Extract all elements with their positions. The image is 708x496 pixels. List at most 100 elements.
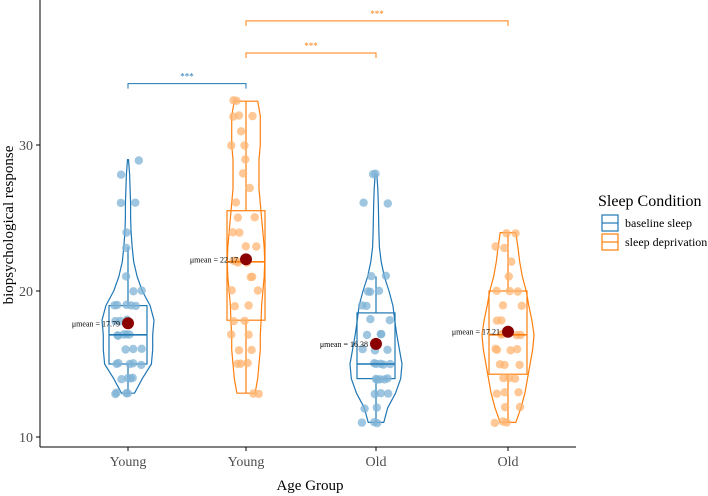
- data-point: [375, 375, 385, 384]
- data-point: [244, 301, 253, 310]
- data-point: [240, 141, 249, 150]
- data-point: [368, 170, 378, 179]
- significance-bracket: ***: [127, 72, 247, 89]
- data-point: [112, 359, 121, 369]
- legend: Sleep Condition baseline sleep sleep dep…: [598, 193, 707, 251]
- mean-label: μmean = 16.38: [320, 340, 368, 349]
- significance-label: ***: [370, 9, 384, 19]
- mean-label: μmean = 22.17: [190, 255, 238, 264]
- axes: 10 20 30 Young Young Old Old: [19, 0, 576, 470]
- data-point: [499, 373, 508, 383]
- significance-line: [127, 83, 247, 89]
- significance-label: ***: [304, 41, 318, 51]
- x-tick-label: Young: [110, 455, 147, 470]
- data-point: [227, 286, 236, 295]
- data-point: [137, 344, 146, 353]
- significance-bracket: ***: [245, 9, 509, 26]
- data-point: [122, 228, 131, 237]
- plot-area: μmean = 17.79 μmean = 22.17 μmean = 16.38 μ…: [72, 9, 535, 428]
- data-point: [372, 403, 381, 412]
- data-point: [232, 96, 241, 106]
- significance-line: [245, 52, 377, 59]
- data-point: [231, 198, 241, 207]
- data-point: [370, 389, 379, 399]
- violin-group: μmean = 16.38: [320, 169, 403, 428]
- data-point: [243, 358, 252, 368]
- legend-title: Sleep Condition: [598, 193, 702, 210]
- data-point: [111, 389, 120, 399]
- data-point: [246, 272, 255, 282]
- data-point: [500, 360, 509, 370]
- significance-line: [245, 20, 509, 26]
- data-point: [110, 301, 119, 310]
- violin-group: μmean = 22.17: [190, 96, 266, 399]
- legend-label-baseline: baseline sleep: [625, 216, 692, 230]
- x-tick-label: Old: [366, 455, 387, 470]
- data-point: [366, 287, 375, 296]
- data-point: [238, 169, 248, 178]
- data-point: [241, 155, 250, 164]
- y-tick-label: 20: [19, 285, 33, 300]
- data-point: [122, 243, 131, 253]
- data-point: [505, 286, 514, 296]
- data-point: [233, 359, 242, 368]
- mean-label: μmean = 17.79: [72, 319, 120, 328]
- data-point: [125, 359, 134, 369]
- data-point: [233, 213, 243, 222]
- data-point: [366, 315, 375, 324]
- data-point: [229, 112, 238, 121]
- data-point: [137, 286, 146, 295]
- data-point: [383, 345, 392, 354]
- data-point: [121, 345, 130, 354]
- data-point: [504, 272, 513, 281]
- significance-label: ***: [180, 72, 194, 82]
- data-point: [500, 403, 510, 412]
- data-point: [514, 388, 523, 397]
- data-point: [249, 389, 258, 398]
- x-tick-label: Young: [228, 455, 265, 470]
- data-point: [362, 301, 371, 311]
- y-axis-title: biopsychological response: [1, 145, 17, 304]
- violin-outline: [101, 159, 155, 394]
- legend-item-deprivation: sleep deprivation: [601, 233, 707, 251]
- data-point: [498, 301, 508, 310]
- data-point: [492, 389, 501, 398]
- data-point: [228, 228, 238, 237]
- data-point: [122, 389, 131, 398]
- data-point: [512, 345, 522, 354]
- data-point: [500, 243, 509, 253]
- data-point: [245, 183, 254, 193]
- data-point: [247, 345, 256, 355]
- data-point: [129, 287, 138, 296]
- data-point: [513, 287, 522, 296]
- data-point: [507, 257, 516, 266]
- data-point: [244, 330, 253, 339]
- data-point: [129, 344, 138, 354]
- data-point: [123, 373, 133, 383]
- data-point: [117, 375, 126, 384]
- data-point: [492, 286, 501, 295]
- data-point: [517, 301, 526, 310]
- data-point: [240, 316, 249, 326]
- data-point: [359, 198, 368, 207]
- data-point: [253, 286, 263, 295]
- data-point: [116, 170, 126, 179]
- data-point: [360, 404, 369, 413]
- data-point: [492, 345, 502, 354]
- data-point: [384, 389, 393, 398]
- data-point: [515, 360, 524, 370]
- mean-point: [502, 325, 514, 338]
- data-point: [241, 242, 250, 251]
- data-point: [383, 199, 392, 208]
- data-point: [490, 418, 499, 428]
- data-point: [236, 127, 246, 136]
- legend-item-baseline: baseline sleep: [601, 214, 692, 232]
- mean-point: [370, 337, 382, 350]
- data-point: [229, 317, 238, 326]
- y-tick-label: 10: [19, 431, 33, 446]
- data-point: [134, 156, 143, 165]
- data-point: [227, 330, 236, 339]
- data-point: [250, 213, 259, 222]
